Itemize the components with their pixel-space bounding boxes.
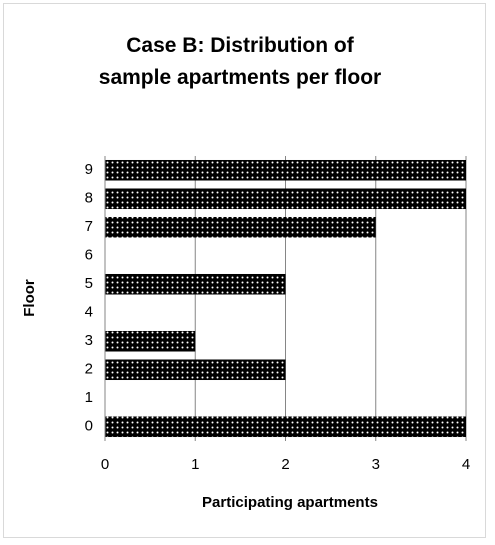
bar xyxy=(105,273,286,295)
y-tick-label: 3 xyxy=(85,332,93,349)
bar xyxy=(105,416,466,438)
y-axis-label: Floor xyxy=(21,279,38,317)
y-tick-label: 5 xyxy=(85,275,93,292)
chart-frame xyxy=(3,3,486,538)
y-tick-label: 7 xyxy=(85,218,93,235)
y-tick-label: 2 xyxy=(85,361,93,378)
y-tick-label: 8 xyxy=(85,190,93,207)
y-tick-label: 9 xyxy=(85,161,93,178)
bar xyxy=(105,216,376,238)
bar xyxy=(105,188,466,210)
x-tick-label: 0 xyxy=(101,456,109,473)
x-tick-label: 3 xyxy=(372,456,380,473)
x-tick-label: 4 xyxy=(462,456,470,473)
bar xyxy=(105,159,466,181)
x-tick-label: 1 xyxy=(191,456,199,473)
y-tick-label: 6 xyxy=(85,247,93,264)
y-tick-label: 1 xyxy=(85,389,93,406)
x-tick-label: 2 xyxy=(281,456,289,473)
x-axis-label: Participating apartments xyxy=(202,494,378,511)
bar xyxy=(105,330,196,352)
y-tick-label: 4 xyxy=(85,304,93,321)
bar xyxy=(105,359,286,381)
y-tick-label: 0 xyxy=(85,418,93,435)
chart-title: Case B: Distribution of sample apartment… xyxy=(98,34,382,89)
